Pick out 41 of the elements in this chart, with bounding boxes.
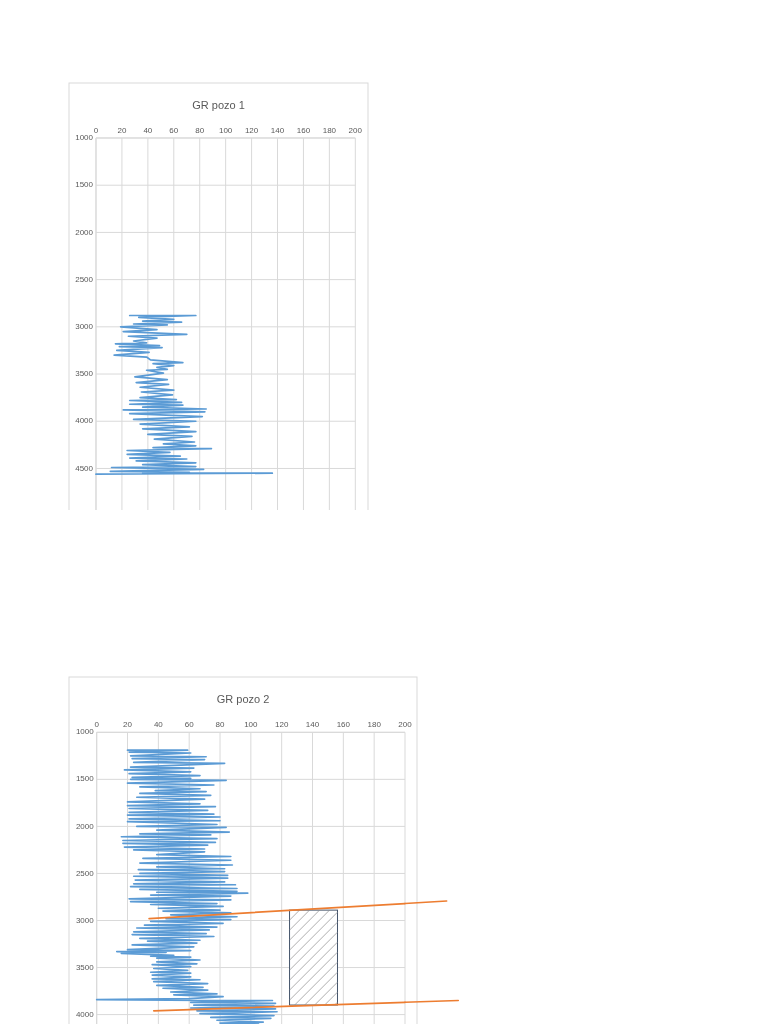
y-tick-label: 1000 [75,727,95,737]
x-tick-label: 20 [123,720,133,730]
y-tick-label: 1000 [75,133,94,143]
x-tick-label: 40 [153,720,164,730]
y-tick-label: 3000 [75,321,94,331]
x-tick-label: 140 [305,720,320,730]
x-tick-label: 100 [218,126,233,136]
y-tick-label: 4500 [75,463,94,473]
x-tick-label: 80 [195,126,205,136]
x-tick-label: 100 [244,720,259,730]
x-tick-label: 80 [215,720,226,730]
y-tick-label: 2000 [75,227,94,237]
x-tick-label: 0 [93,126,99,136]
y-tick-label: 1500 [75,180,94,190]
y-tick-label: 2000 [75,821,95,831]
x-tick-label: 200 [348,126,363,136]
chart-title: GR pozo 1 [192,98,245,111]
x-tick-label: 60 [169,126,179,136]
x-tick-label: 20 [117,126,127,136]
line-series [95,314,274,475]
y-tick-label: 3500 [75,369,94,379]
y-tick-label: 2500 [75,274,94,284]
x-tick-label: 120 [275,720,289,730]
x-tick-label: 0 [94,720,100,730]
x-tick-label: 160 [296,126,311,136]
y-tick-label: 2500 [75,868,95,878]
x-tick-label: 200 [398,720,413,730]
x-tick-label: 40 [143,126,153,136]
y-tick-label: 4000 [75,1009,95,1019]
chart-title: GR pozo 2 [216,692,270,705]
x-tick-label: 120 [244,126,259,136]
y-tick-label: 4000 [75,416,94,426]
x-tick-label: 60 [184,720,195,730]
y-tick-label: 3000 [75,915,95,925]
y-tick-label: 3500 [75,962,95,972]
x-tick-label: 180 [367,720,382,730]
x-tick-label: 160 [336,720,351,730]
x-tick-label: 140 [270,126,285,136]
line-series [95,749,278,1024]
y-tick-label: 1500 [75,774,95,784]
x-tick-label: 180 [322,126,337,136]
